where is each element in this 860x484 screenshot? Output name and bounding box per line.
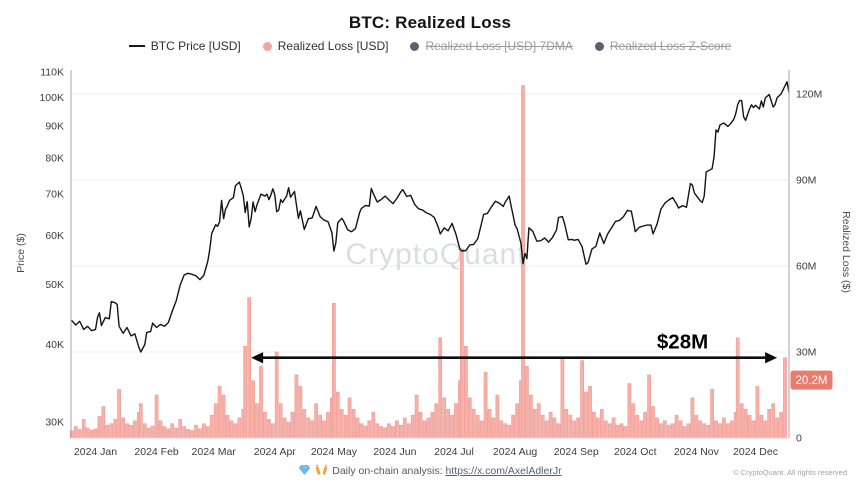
footer: Daily on-chain analysis: https://x.com/A… [0, 464, 860, 477]
svg-text:50K: 50K [45, 279, 64, 291]
axes-spines [70, 70, 790, 439]
legend-label: Realized Loss [USD] 7DMA [425, 39, 573, 53]
legend-item-realized-loss-usd[interactable]: Realized Loss [USD] [262, 39, 389, 53]
legend-label: Realized Loss [USD] [277, 39, 389, 53]
x-axis-ticks: 2024 Jan 2024 Feb 2024 Mar 2024 Apr 2024 May… [74, 446, 778, 458]
left-axis-ticks: 30K 40K 50K 60K 70K 80K 90K 100K 110K [39, 67, 64, 429]
svg-text:2024 Mar: 2024 Mar [192, 446, 237, 458]
svg-text:2024 Feb: 2024 Feb [134, 446, 179, 458]
svg-text:0: 0 [796, 433, 802, 445]
dot-marker-icon [410, 41, 420, 51]
svg-text:80K: 80K [45, 152, 64, 164]
svg-text:60K: 60K [45, 230, 64, 242]
raised-hands-icon [316, 464, 328, 475]
svg-text:2024 Nov: 2024 Nov [674, 446, 720, 458]
gem-icon [299, 465, 311, 475]
chart-title: BTC: Realized Loss [348, 13, 512, 32]
svg-text:110K: 110K [40, 67, 64, 79]
btc-price-line [71, 80, 790, 353]
svg-text:2024 Apr: 2024 Apr [254, 446, 297, 458]
dot-marker-icon [594, 41, 604, 51]
footer-link[interactable]: https://x.com/AxelAdlerJr [445, 465, 562, 477]
svg-text:2024 May: 2024 May [311, 446, 358, 458]
arrow-label: $28M [657, 331, 708, 354]
svg-text:60M: 60M [796, 261, 816, 273]
svg-text:120M: 120M [796, 89, 822, 101]
svg-text:20.2M: 20.2M [796, 375, 828, 387]
line-marker-icon [128, 45, 145, 47]
copyright: © CryptoQuant. All rights reserved [733, 468, 847, 477]
svg-text:40K: 40K [45, 339, 64, 351]
svg-text:2024 Aug: 2024 Aug [493, 446, 538, 458]
svg-text:100K: 100K [39, 92, 64, 104]
arrow-annotation: $28M [251, 331, 778, 364]
legend-item-realized-loss-usd-7dma[interactable]: Realized Loss [USD] 7DMA [410, 39, 573, 53]
svg-text:90K: 90K [45, 121, 64, 133]
legend-item-btc-price-usd[interactable]: BTC Price [USD] [128, 39, 241, 53]
watermark: CryptoQuant [345, 238, 526, 271]
right-axis-label: Realized Loss ($) [840, 211, 852, 293]
svg-text:2024 Oct: 2024 Oct [614, 446, 657, 458]
legend-item-realized-loss-z-score[interactable]: Realized Loss Z-Score [594, 39, 732, 53]
svg-text:2024 Dec: 2024 Dec [733, 446, 778, 458]
svg-text:2024 Jan: 2024 Jan [74, 446, 117, 458]
svg-text:2024 Sep: 2024 Sep [554, 446, 599, 458]
latest-value-badge: 20.2M [790, 370, 833, 390]
legend-label: Realized Loss Z-Score [609, 39, 732, 53]
svg-text:70K: 70K [45, 188, 64, 200]
legend-label: BTC Price [USD] [150, 39, 241, 53]
svg-text:90M: 90M [796, 175, 816, 187]
left-axis-label: Price ($) [15, 233, 27, 273]
svg-text:30K: 30K [45, 417, 64, 429]
right-axis-ticks: 0 30M 60M 90M 120M [796, 89, 822, 445]
svg-text:2024 Jun: 2024 Jun [373, 446, 416, 458]
footer-text: Daily on-chain analysis: [332, 465, 443, 477]
gridlines [71, 93, 789, 353]
svg-text:2024 Jul: 2024 Jul [434, 446, 474, 458]
svg-text:30M: 30M [796, 347, 816, 359]
legend: BTC Price [USD] Realized Loss [USD] Realiz… [0, 39, 860, 53]
realized-loss-bars [70, 85, 787, 439]
dot-marker-icon [262, 41, 272, 51]
